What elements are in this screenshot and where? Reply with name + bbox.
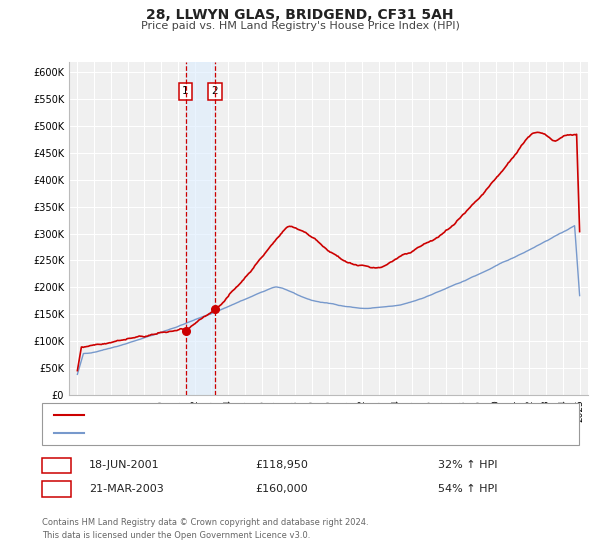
Text: £118,950: £118,950: [256, 460, 308, 470]
Text: 21-MAR-2003: 21-MAR-2003: [89, 484, 164, 494]
Text: 18-JUN-2001: 18-JUN-2001: [89, 460, 160, 470]
Text: 28, LLWYN GLAS, BRIDGEND, CF31 5AH (detached house): 28, LLWYN GLAS, BRIDGEND, CF31 5AH (deta…: [90, 410, 373, 420]
Text: Price paid vs. HM Land Registry's House Price Index (HPI): Price paid vs. HM Land Registry's House …: [140, 21, 460, 31]
Text: £160,000: £160,000: [256, 484, 308, 494]
Bar: [185, 62, 215, 395]
Text: 32% ↑ HPI: 32% ↑ HPI: [438, 460, 497, 470]
Text: 2: 2: [53, 484, 60, 494]
Text: HPI: Average price, detached house, Bridgend: HPI: Average price, detached house, Brid…: [90, 428, 315, 438]
Text: 2: 2: [212, 86, 218, 96]
Text: 1: 1: [53, 460, 60, 470]
Text: 1: 1: [182, 86, 189, 96]
Text: 28, LLWYN GLAS, BRIDGEND, CF31 5AH: 28, LLWYN GLAS, BRIDGEND, CF31 5AH: [146, 8, 454, 22]
Text: Contains HM Land Registry data © Crown copyright and database right 2024.: Contains HM Land Registry data © Crown c…: [42, 519, 368, 528]
Text: This data is licensed under the Open Government Licence v3.0.: This data is licensed under the Open Gov…: [42, 531, 310, 540]
Text: 54% ↑ HPI: 54% ↑ HPI: [438, 484, 497, 494]
